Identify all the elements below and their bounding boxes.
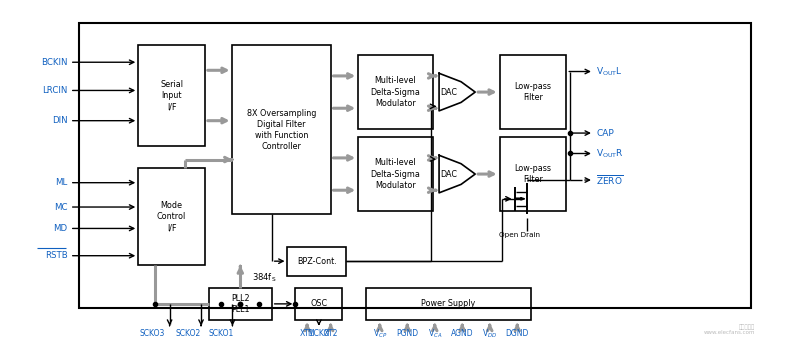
Text: Low-pass
Filter: Low-pass Filter xyxy=(515,82,552,102)
Text: Serial
Input
I/F: Serial Input I/F xyxy=(160,80,183,111)
Bar xyxy=(366,288,531,320)
Bar xyxy=(287,247,346,276)
Text: DIN: DIN xyxy=(52,116,68,125)
Text: V$_{CA}$: V$_{CA}$ xyxy=(427,328,442,340)
Bar xyxy=(500,137,567,211)
Text: Open Drain: Open Drain xyxy=(499,232,540,238)
Bar xyxy=(209,288,272,320)
Text: OSC: OSC xyxy=(310,299,327,308)
Text: RSTB: RSTB xyxy=(45,251,68,260)
Text: Multi-level
Delta-Sigma
Modulator: Multi-level Delta-Sigma Modulator xyxy=(371,158,420,190)
Bar xyxy=(139,45,205,146)
Text: MCKO: MCKO xyxy=(308,329,330,338)
Text: SCKO1: SCKO1 xyxy=(208,329,233,338)
Text: V$_{DD}$: V$_{DD}$ xyxy=(482,328,497,340)
Text: Mode
Control
I/F: Mode Control I/F xyxy=(157,201,187,232)
Text: MD: MD xyxy=(54,224,68,233)
Text: SCKO3: SCKO3 xyxy=(139,329,165,338)
Text: AGND: AGND xyxy=(451,329,474,338)
Text: DAC: DAC xyxy=(440,169,457,179)
Text: PLL2
PLL1: PLL2 PLL1 xyxy=(231,294,249,314)
Text: V$_{\rm OUT}$L: V$_{\rm OUT}$L xyxy=(597,65,623,78)
Text: Multi-level
Delta-Sigma
Modulator: Multi-level Delta-Sigma Modulator xyxy=(371,76,420,108)
Text: XT1: XT1 xyxy=(300,329,314,338)
Text: V$_{CP}$: V$_{CP}$ xyxy=(372,328,387,340)
Text: XT2: XT2 xyxy=(323,329,338,338)
Text: BPZ-Cont.: BPZ-Cont. xyxy=(297,257,337,266)
Bar xyxy=(232,45,331,214)
Text: Power Supply: Power Supply xyxy=(421,299,475,308)
Bar xyxy=(79,23,751,308)
Text: PGND: PGND xyxy=(396,329,419,338)
Text: 8X Oversampling
Digital Filter
with Function
Controller: 8X Oversampling Digital Filter with Func… xyxy=(247,108,316,151)
Text: DAC: DAC xyxy=(440,87,457,97)
Bar xyxy=(358,55,433,129)
Text: LRCIN: LRCIN xyxy=(42,86,68,95)
Bar xyxy=(500,55,567,129)
Text: MC: MC xyxy=(54,202,68,212)
Text: ML: ML xyxy=(55,178,68,187)
Text: Low-pass
Filter: Low-pass Filter xyxy=(515,164,552,184)
Text: SCKO2: SCKO2 xyxy=(175,329,201,338)
Text: 电子发烧友
www.elecfans.com: 电子发烧友 www.elecfans.com xyxy=(704,324,755,335)
FancyArrow shape xyxy=(515,198,525,200)
Text: DGND: DGND xyxy=(505,329,529,338)
Bar xyxy=(358,137,433,211)
Bar xyxy=(139,168,205,265)
Bar xyxy=(295,288,342,320)
Text: V$_{\rm OUT}$R: V$_{\rm OUT}$R xyxy=(597,147,624,160)
Text: $\overline{\rm ZERO}$: $\overline{\rm ZERO}$ xyxy=(597,173,623,187)
Text: CAP: CAP xyxy=(597,129,614,138)
Text: BCKIN: BCKIN xyxy=(41,58,68,67)
Text: 384f$_{\rm S}$: 384f$_{\rm S}$ xyxy=(252,271,276,284)
